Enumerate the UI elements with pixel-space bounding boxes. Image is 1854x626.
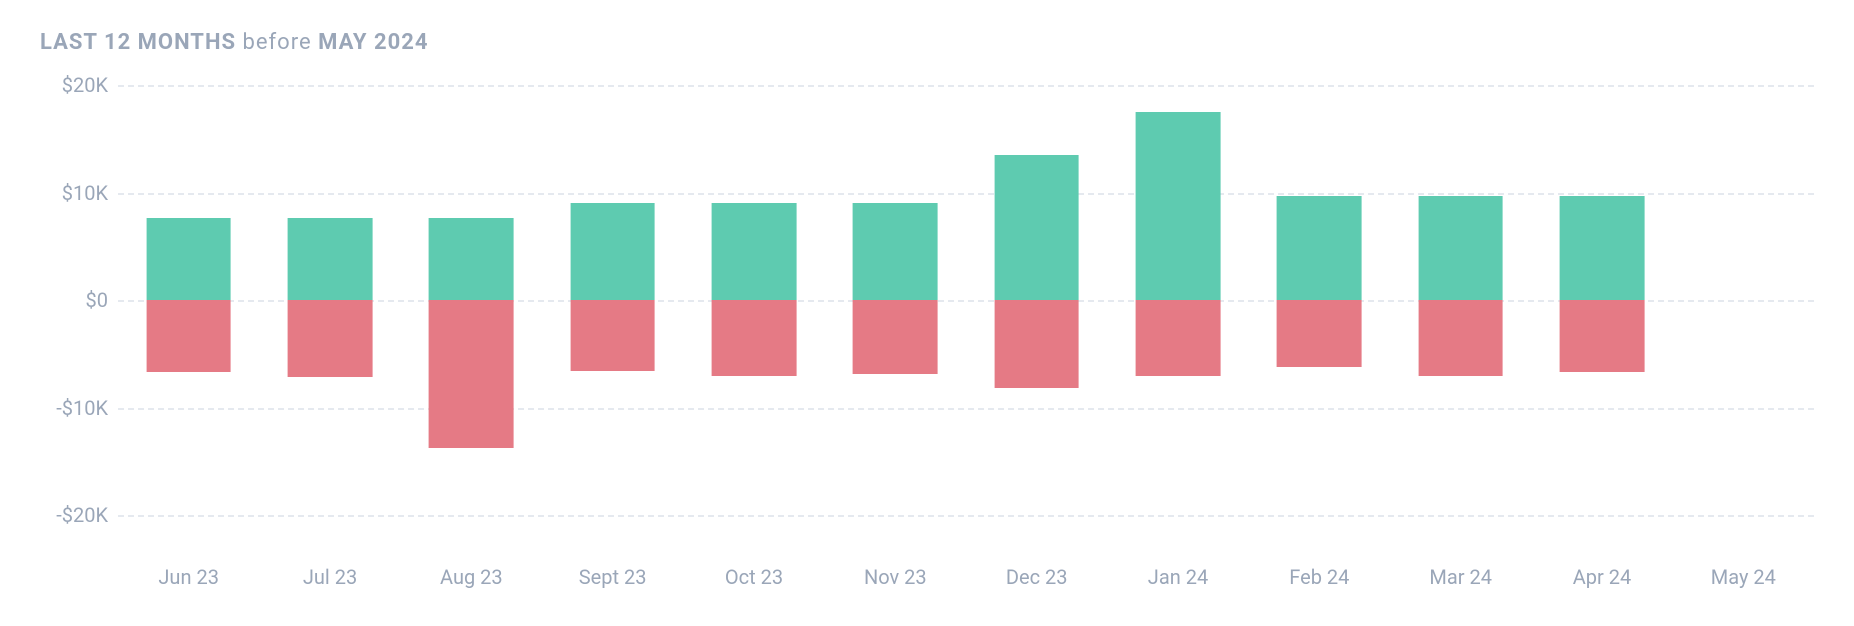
- x-tick-label: Mar 24: [1429, 565, 1492, 589]
- bar-positive: [1136, 112, 1221, 300]
- x-tick-label: May 24: [1711, 565, 1776, 589]
- plot-region: Jun 23 Jul 23 Aug 23 Sept 23 Oct 23 Nov 23 Dec…: [118, 85, 1814, 605]
- bar-slot: [1531, 85, 1672, 515]
- bar-positive: [712, 203, 797, 300]
- title-connector: before: [243, 30, 312, 55]
- x-tick-label: Jan 24: [1148, 565, 1208, 589]
- x-tick-label: Jun 23: [158, 565, 219, 589]
- bar-negative: [994, 300, 1079, 388]
- y-tick-label: $10K: [62, 181, 108, 205]
- bar-slot: [1107, 85, 1248, 515]
- bar-slot: [966, 85, 1107, 515]
- bar-positive: [1560, 196, 1645, 300]
- y-tick-label: -$10K: [56, 396, 108, 420]
- x-tick-label: Nov 23: [864, 565, 927, 589]
- x-tick-label: Apr 24: [1573, 565, 1632, 589]
- plot-inner: [118, 85, 1814, 515]
- bar-negative: [712, 300, 797, 376]
- y-tick-label: $20K: [62, 73, 108, 97]
- bar-slot: [683, 85, 824, 515]
- bar-negative: [429, 300, 514, 448]
- bar-positive: [288, 218, 373, 300]
- x-tick-label: Dec 23: [1006, 565, 1068, 589]
- x-tick-label: Aug 23: [440, 565, 503, 589]
- chart-title: LAST 12 MONTHS before MAY 2024: [40, 30, 1814, 55]
- x-tick-label: Sept 23: [579, 565, 647, 589]
- bar-positive: [146, 218, 231, 300]
- bar-negative: [1136, 300, 1221, 376]
- bar-negative: [146, 300, 231, 372]
- bar-negative: [570, 300, 655, 371]
- bar-slot: [825, 85, 966, 515]
- bar-positive: [994, 155, 1079, 300]
- x-tick-label: Jul 23: [303, 565, 357, 589]
- bar-positive: [1277, 196, 1362, 300]
- bar-slot: [1673, 85, 1814, 515]
- y-tick-label: -$20K: [56, 503, 108, 527]
- title-range: LAST 12 MONTHS: [40, 30, 236, 55]
- x-tick-label: Feb 24: [1289, 565, 1349, 589]
- gridline: [118, 515, 1814, 517]
- x-axis: Jun 23 Jul 23 Aug 23 Sept 23 Oct 23 Nov 23 Dec…: [118, 565, 1814, 605]
- y-axis: $20K$10K$0-$10K-$20K: [40, 85, 118, 605]
- title-anchor: MAY 2024: [318, 30, 428, 55]
- bar-slot: [118, 85, 259, 515]
- chart-area: $20K$10K$0-$10K-$20K Jun 23Jul 23Aug 23S…: [40, 85, 1814, 605]
- bar-positive: [853, 203, 938, 300]
- bar-slot: [401, 85, 542, 515]
- chart-container: LAST 12 MONTHS before MAY 2024 $20K $10K $…: [0, 0, 1854, 626]
- bar-slot: [1249, 85, 1390, 515]
- bar-slot: [259, 85, 400, 515]
- bar-negative: [1277, 300, 1362, 367]
- bar-positive: [1418, 196, 1503, 300]
- bar-negative: [288, 300, 373, 377]
- bar-negative: [1418, 300, 1503, 376]
- x-tick-label: Oct 23: [725, 565, 783, 589]
- bar-slot: [542, 85, 683, 515]
- y-tick-label: $0: [86, 288, 108, 312]
- bar-negative: [853, 300, 938, 374]
- bar-negative: [1560, 300, 1645, 372]
- bar-positive: [429, 218, 514, 300]
- bar-positive: [570, 203, 655, 300]
- bar-slot: [1390, 85, 1531, 515]
